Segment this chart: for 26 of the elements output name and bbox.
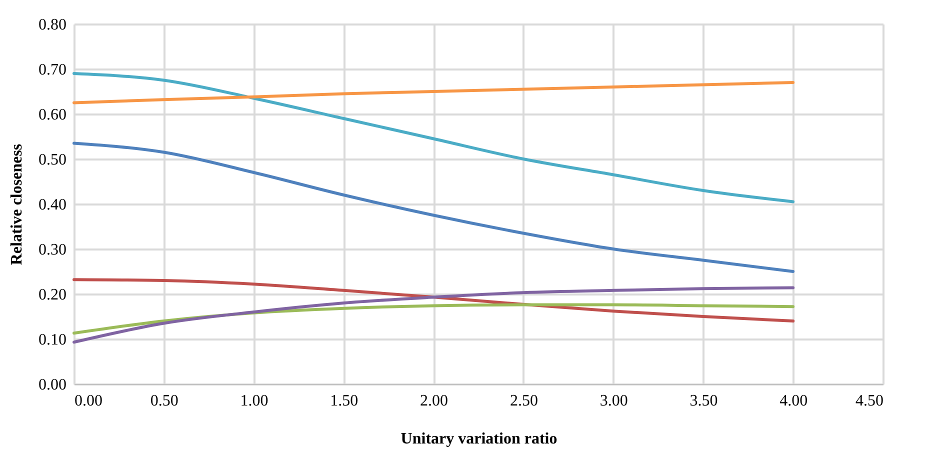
x-tick-label: 4.50 [856,392,884,410]
y-tick-label: 0.20 [38,286,66,304]
line-series [72,278,795,322]
y-tick-label: 0.50 [38,152,66,168]
x-tick-label: 2.00 [420,392,448,410]
x-tick-label: 3.00 [600,392,628,410]
x-tick-label: 3.50 [690,392,718,410]
line-series [72,142,795,273]
x-tick-label: 0.50 [150,392,178,410]
line-series [72,286,795,344]
x-axis-title: Unitary variation ratio [400,430,558,448]
y-tick-label: 0.10 [38,332,66,348]
y-tick-label: 0.80 [38,16,66,34]
y-tick-label: 0.60 [38,106,66,124]
y-tick-label: 0.00 [38,376,66,394]
line-series [72,72,795,204]
x-tick-label: 2.50 [510,392,538,410]
x-tick-label: 1.00 [240,392,268,410]
x-tick-label: 4.00 [780,392,808,410]
y-tick-label: 0.40 [38,196,66,214]
line-series [72,81,795,104]
x-tick-label: 1.50 [330,392,358,410]
x-tick-label: 0.00 [74,392,102,410]
y-axis-title: Relative closeness [8,144,26,266]
y-tick-label: 0.70 [38,62,66,78]
y-tick-label: 0.30 [38,242,66,258]
